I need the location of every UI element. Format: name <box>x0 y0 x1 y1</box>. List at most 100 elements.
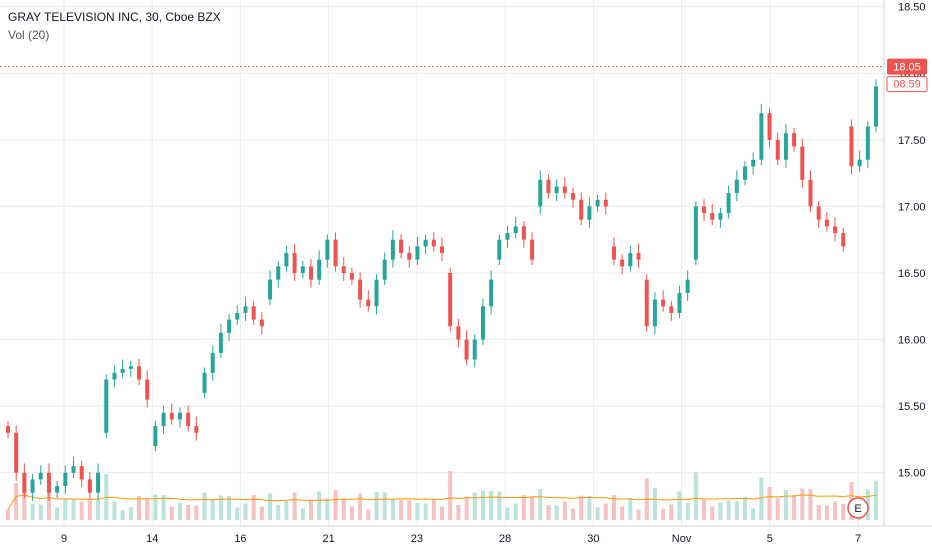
volume-bar <box>55 507 60 520</box>
volume-bar <box>440 506 444 520</box>
volume-bar <box>611 495 616 520</box>
candle-body <box>603 199 608 207</box>
volume-bar <box>137 496 142 520</box>
price-tick-label: 16.00 <box>898 335 926 347</box>
volume-bar <box>513 503 518 520</box>
candle-body <box>292 253 297 273</box>
candle-body <box>268 279 273 300</box>
volume-bar <box>153 494 158 520</box>
last-price-badge: 18.05 08:59 <box>886 58 928 93</box>
volume-bar <box>218 495 223 520</box>
candle-body <box>71 466 76 473</box>
time-tick-label: 30 <box>587 533 599 545</box>
volume-bar <box>554 505 559 520</box>
candle-body <box>308 266 313 280</box>
volume-bar <box>497 491 502 520</box>
candle-body <box>783 133 788 160</box>
candle-body <box>46 472 51 493</box>
volume-bar <box>46 491 51 520</box>
candle-body <box>841 233 846 247</box>
volume-bar <box>669 504 674 520</box>
volume-bar <box>620 506 625 520</box>
candle-body <box>611 246 616 260</box>
candle-body <box>276 266 281 280</box>
time-tick-label: 23 <box>411 533 423 545</box>
candle-body <box>341 266 346 273</box>
candle-body <box>333 239 338 267</box>
time-tick-label: 5 <box>767 533 773 545</box>
volume-bar <box>841 504 846 520</box>
volume-bar <box>145 498 150 520</box>
volume-bar <box>775 498 780 520</box>
candle-body <box>169 412 174 420</box>
volume-bar <box>210 499 215 520</box>
volume-bar <box>6 509 10 520</box>
volume-bar <box>685 503 690 520</box>
candle-body <box>865 126 870 160</box>
volume-bar <box>38 504 43 520</box>
volume-bar <box>341 499 346 520</box>
candle-body <box>448 272 453 327</box>
time-tick-label: 16 <box>234 533 246 545</box>
time-tick-label: 7 <box>855 533 861 545</box>
volume-bar <box>538 489 543 520</box>
volume-bar <box>194 505 199 520</box>
volume-bar <box>833 501 838 520</box>
candle-body <box>177 412 182 420</box>
volume-bar <box>767 487 772 520</box>
candle-body <box>128 366 133 369</box>
volume-bar <box>636 509 641 520</box>
candle-body <box>382 259 387 280</box>
volume-bar <box>808 489 813 520</box>
candle-body <box>14 432 19 473</box>
candle-body <box>153 426 158 447</box>
volume-bar <box>718 502 723 520</box>
volume-bar <box>96 500 101 520</box>
volume-indicator-label[interactable]: Vol (20) <box>8 28 50 42</box>
volume-bar <box>79 502 84 520</box>
candle-body <box>816 206 821 220</box>
candle-body <box>349 272 354 280</box>
time-axis-ticks: 9 14 16 21 23 28 30 Nov 5 7 <box>61 533 861 545</box>
volume-bar <box>374 492 379 520</box>
volume-bar <box>800 488 805 520</box>
volume-bar <box>431 499 436 520</box>
volume-bar <box>562 501 567 520</box>
volume-bar <box>816 505 821 520</box>
candle-body <box>202 372 207 393</box>
volume-bar <box>120 510 125 520</box>
volume-bar <box>726 500 731 520</box>
volume-bars <box>6 471 878 520</box>
volume-bar <box>161 495 166 520</box>
candle-body <box>300 266 305 273</box>
candle-body <box>620 259 625 267</box>
candle-body <box>702 206 707 214</box>
candle-body <box>800 146 805 180</box>
candle-body <box>718 213 723 220</box>
volume-bar <box>595 507 600 520</box>
volume-bar <box>366 509 371 520</box>
symbol-title[interactable]: GRAY TELEVISION INC, 30, Cboe BZX <box>8 10 221 24</box>
volume-bar <box>112 501 117 520</box>
volume-bar <box>284 501 289 520</box>
volume-bar <box>456 505 461 520</box>
candle-body <box>456 326 461 340</box>
volume-bar <box>587 496 592 520</box>
volume-bar <box>325 498 330 520</box>
price-tick-label: 15.00 <box>898 468 926 480</box>
candle-body <box>399 239 404 254</box>
time-tick-label: 9 <box>61 533 67 545</box>
candle-body <box>243 306 248 313</box>
volume-moving-average-line <box>7 494 877 510</box>
earnings-marker[interactable]: E <box>847 497 869 519</box>
volume-bar <box>399 500 404 520</box>
candle-body <box>833 226 838 234</box>
chart-legend: GRAY TELEVISION INC, 30, Cboe BZX Vol (2… <box>8 8 221 44</box>
candle-body <box>284 253 289 267</box>
volume-bar <box>186 505 191 520</box>
candle-body <box>579 199 584 220</box>
candle-body <box>824 219 829 227</box>
volume-bar <box>169 506 174 520</box>
